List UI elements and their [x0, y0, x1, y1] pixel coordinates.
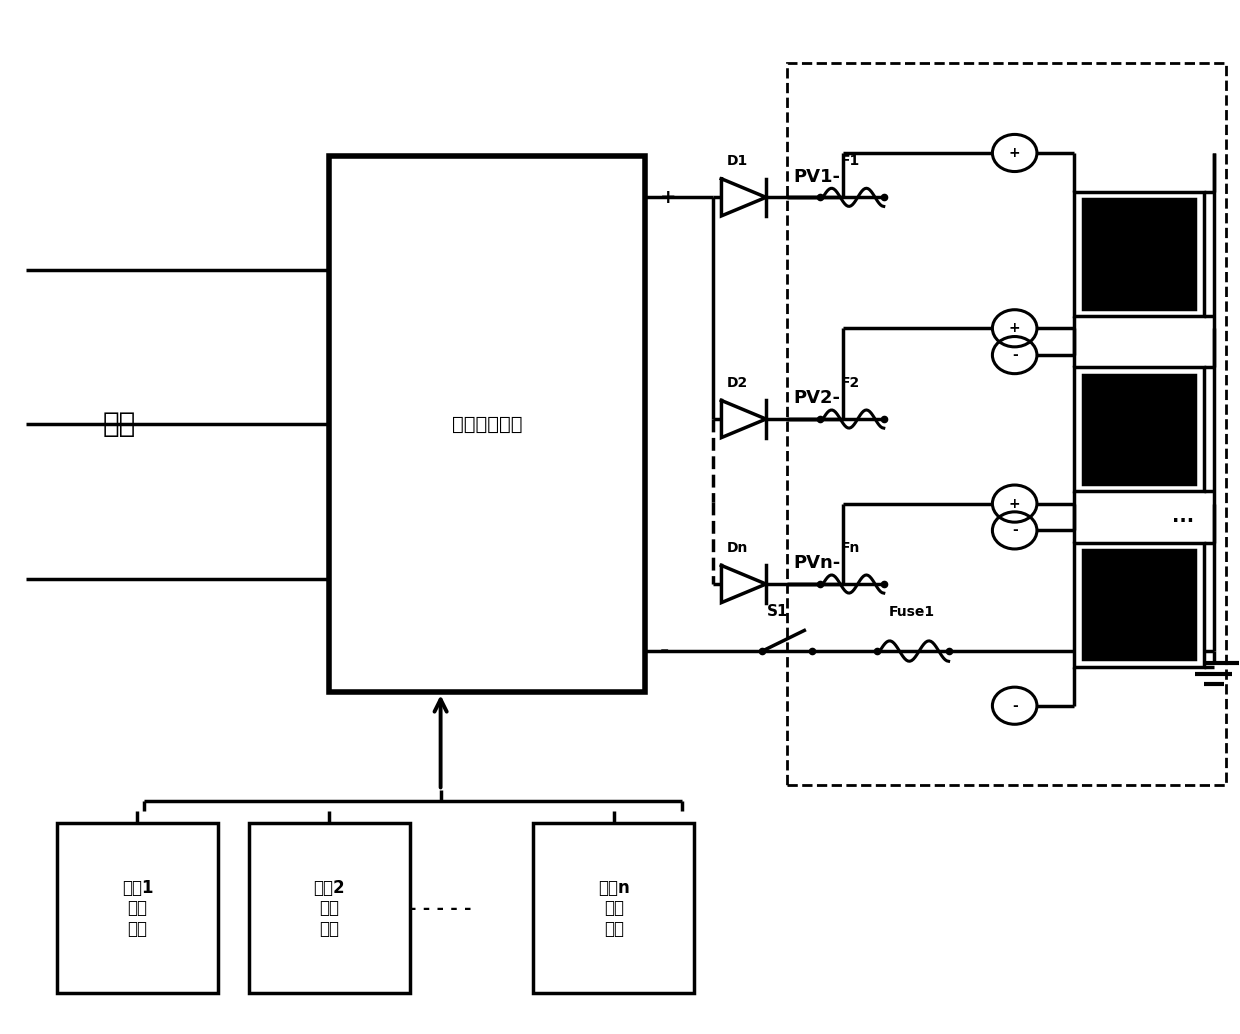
Text: 电氟1
电压
采样: 电氟1 电压 采样	[122, 879, 154, 938]
Text: D2: D2	[727, 376, 748, 390]
Text: Fn: Fn	[841, 541, 859, 555]
Bar	[1083, 374, 1195, 484]
Bar	[1083, 200, 1195, 309]
Text: PV1-: PV1-	[794, 168, 841, 186]
Text: F1: F1	[841, 154, 859, 169]
Text: 高频开关电源: 高频开关电源	[451, 415, 522, 433]
Bar	[1074, 543, 1204, 667]
Text: F2: F2	[841, 376, 859, 390]
Text: -: -	[1012, 348, 1018, 362]
Text: +: +	[1009, 322, 1021, 335]
Text: PVn-: PVn-	[794, 554, 841, 573]
Bar	[1074, 192, 1204, 316]
Text: Fuse1: Fuse1	[889, 605, 935, 619]
Text: S1: S1	[766, 604, 787, 619]
Text: -: -	[1012, 699, 1018, 712]
Text: 电氟2
电压
采样: 电氟2 电压 采样	[314, 879, 345, 938]
Text: ...: ...	[1172, 508, 1194, 526]
Text: -: -	[660, 641, 668, 661]
Bar	[1083, 550, 1195, 660]
Text: - - - - -: - - - - -	[409, 900, 472, 918]
Bar	[1074, 367, 1204, 491]
Text: Dn: Dn	[727, 541, 748, 555]
Bar	[57, 823, 218, 994]
Text: +: +	[660, 188, 676, 207]
Bar	[533, 823, 694, 994]
Text: 电网: 电网	[102, 410, 135, 438]
Text: +: +	[1009, 496, 1021, 511]
Text: D1: D1	[727, 154, 748, 169]
Text: PV2-: PV2-	[794, 390, 841, 407]
Bar	[330, 156, 645, 693]
Bar	[249, 823, 409, 994]
Text: 电氟n
电压
采样: 电氟n 电压 采样	[598, 879, 630, 938]
Text: +: +	[1009, 146, 1021, 160]
Text: -: -	[1012, 523, 1018, 538]
Bar	[787, 63, 1226, 785]
